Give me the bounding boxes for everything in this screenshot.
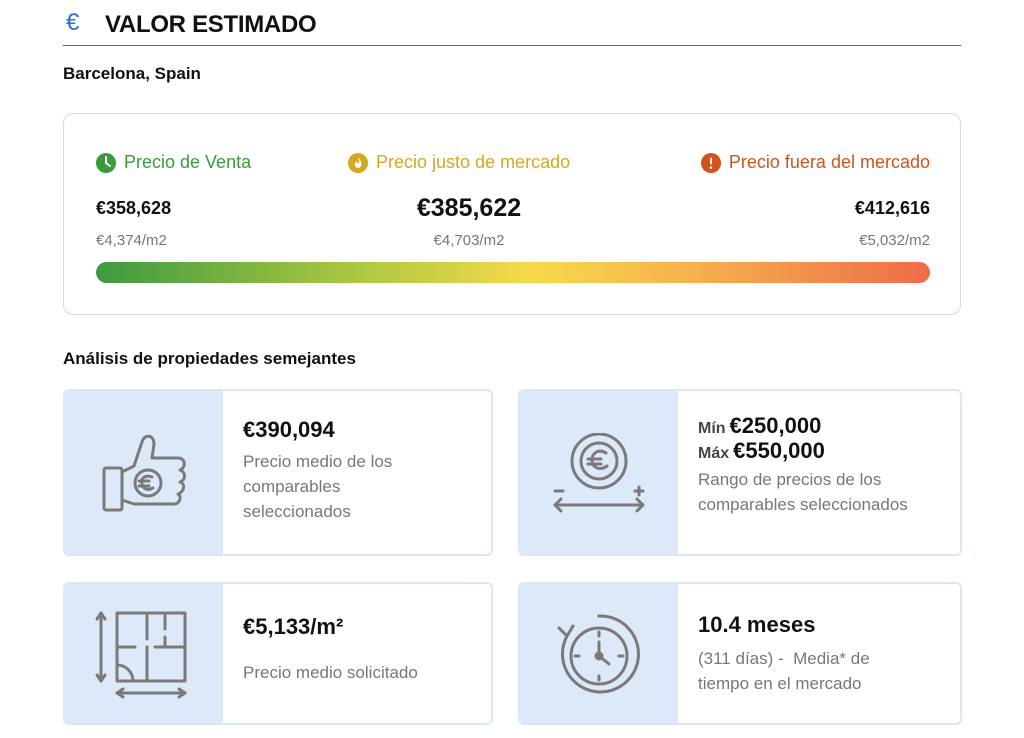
flame-icon bbox=[348, 152, 368, 173]
price-gradient-bar bbox=[96, 262, 930, 283]
fair-price-value: €385,622 bbox=[416, 194, 522, 222]
time-on-market-value: 10.4 meses bbox=[698, 612, 816, 637]
sale-price-label: Precio de Venta bbox=[96, 152, 251, 173]
icon-panel bbox=[520, 584, 678, 723]
sale-price-per-m2: €4,374/m2 bbox=[96, 232, 167, 249]
range-max-value: €550,000 bbox=[733, 438, 825, 463]
icon-panel bbox=[65, 584, 223, 723]
range-description: Rango de precios de los comparables sele… bbox=[698, 470, 908, 514]
sale-price-value: €358,628 bbox=[96, 198, 172, 218]
clock-icon bbox=[96, 152, 116, 173]
out-price-value: €412,616 bbox=[854, 198, 930, 218]
location-label: Barcelona, Spain bbox=[63, 64, 201, 83]
euro-icon: € bbox=[66, 9, 80, 36]
range-min-label: Mín bbox=[698, 420, 726, 437]
range-max-label: Máx bbox=[698, 445, 730, 462]
fair-price-label: Precio justo de mercado bbox=[348, 152, 570, 173]
floor-plan-icon bbox=[95, 611, 187, 698]
avg-price-description: Precio medio de los comparables seleccio… bbox=[243, 452, 393, 521]
price-per-m2-description: Precio medio solicitado bbox=[243, 663, 418, 682]
thumbs-up-euro-icon bbox=[102, 434, 186, 511]
fair-price-per-m2: €4,703/m2 bbox=[433, 232, 505, 249]
comparables-title: Análisis de propiedades semejantes bbox=[63, 349, 356, 368]
section-header: € VALOR ESTIMADO bbox=[63, 6, 961, 46]
page-title: VALOR ESTIMADO bbox=[105, 11, 317, 38]
euro-range-icon bbox=[553, 432, 645, 512]
price-range-card: Precio de Venta Precio justo de mercado … bbox=[63, 113, 961, 315]
out-price-per-m2: €5,032/m2 bbox=[859, 232, 930, 249]
stopwatch-icon bbox=[557, 613, 640, 693]
range-max: Máx €550,000 bbox=[698, 440, 950, 465]
price-per-m2-card: €5,133/m² Precio medio solicitado bbox=[63, 582, 493, 725]
avg-price-card: €390,094 Precio medio de los comparables… bbox=[63, 389, 493, 556]
alert-icon bbox=[700, 152, 721, 173]
price-range-stat-card: Mín €250,000 Máx €550,000 Rango de precios… bbox=[518, 389, 962, 556]
avg-price-value: €390,094 bbox=[243, 417, 335, 442]
range-min-value: €250,000 bbox=[729, 413, 822, 438]
time-on-market-description: (311 días) - Media* de tiempo en el merc… bbox=[698, 649, 875, 693]
time-on-market-card: 10.4 meses (311 días) - Media* de tiempo… bbox=[518, 582, 962, 725]
icon-panel bbox=[520, 391, 678, 554]
price-per-m2-value: €5,133/m² bbox=[243, 614, 344, 639]
range-min: Mín €250,000 bbox=[698, 415, 950, 440]
out-price-label: Precio fuera del mercado bbox=[700, 152, 930, 173]
icon-panel bbox=[65, 391, 223, 554]
